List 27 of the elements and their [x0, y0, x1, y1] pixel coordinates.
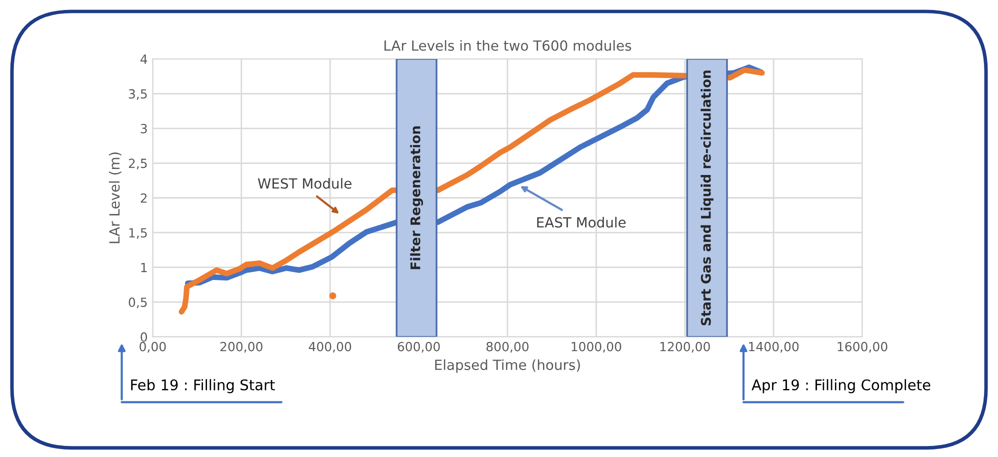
x-tick-label: 1000,00 [572, 342, 622, 353]
text: EAST Module [537, 216, 626, 228]
y-tick-label: 1 [141, 262, 147, 272]
x-tick-label: 1400,00 [749, 342, 799, 353]
chart-title: LAr Levels in the two T600 modules [384, 40, 632, 51]
y-tick-label: 4 [140, 54, 148, 64]
x-tick-label: 600,00 [398, 342, 440, 353]
y-tick-label: 1,5 [129, 228, 147, 239]
y-tick-label: 3,5 [128, 89, 147, 100]
y-axis-title: LAr Level (m) [108, 152, 122, 244]
x-tick-label: 200,00 [220, 342, 262, 353]
x-tick-label: 1600,00 [838, 342, 888, 353]
y-tick-label: 2 [140, 193, 147, 203]
x-tick-label: 800,00 [486, 342, 529, 353]
y-tick-label: 0 [140, 332, 148, 342]
band-label: Filter Regeneration [410, 126, 424, 270]
text: Apr 19 : Filling Complete [752, 379, 930, 394]
y-tick-label: 2,5 [128, 158, 147, 170]
x-tick-label: 0,00 [140, 342, 166, 353]
x-axis-title: Elapsed Time (hours) [435, 359, 580, 373]
series-label: WEST Module [258, 178, 352, 189]
band-label: Start Gas and Liquid re-circulation [700, 70, 714, 326]
y-tick-label: 0,5 [128, 298, 147, 308]
y-tick-label: 3 [140, 124, 147, 134]
x-tick-label: 400,00 [308, 342, 352, 353]
text: Feb 19 : Filling Start [131, 379, 275, 394]
x-tick-label: 1200,00 [660, 342, 710, 353]
